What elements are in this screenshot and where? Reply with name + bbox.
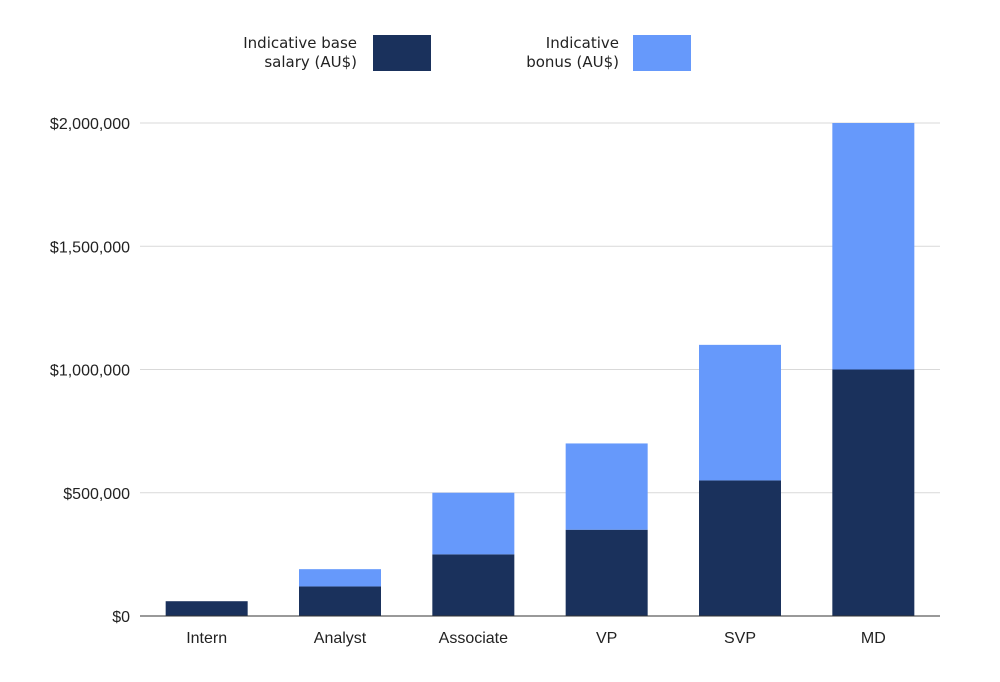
bar-segment-base-salary-associate <box>432 554 515 616</box>
bar-segment-bonus-md <box>832 123 915 370</box>
legend-label: salary (AU$) <box>264 53 357 71</box>
x-axis-labels: Intern Analyst Associate VP SVP MD <box>186 630 886 647</box>
bar-segment-base-salary-svp <box>699 480 781 616</box>
x-tick-label: Associate <box>439 630 508 647</box>
x-tick-label: Intern <box>186 630 227 647</box>
x-tick-label: MD <box>861 630 886 647</box>
y-tick-label: $1,000,000 <box>50 363 130 380</box>
bar-segment-bonus-associate <box>432 492 515 555</box>
bar-segment-base-salary-md <box>832 369 915 616</box>
legend-label: Indicative base <box>243 34 357 52</box>
y-tick-label: $500,000 <box>63 486 130 503</box>
bar-segment-bonus-svp <box>699 344 781 481</box>
bar-segment-base-salary-analyst <box>299 586 381 616</box>
bar-segment-base-salary-intern <box>165 601 248 616</box>
x-tick-label: Analyst <box>314 630 367 647</box>
legend-label: bonus (AU$) <box>526 53 619 71</box>
y-tick-label: $0 <box>112 609 130 626</box>
bars <box>165 123 915 616</box>
x-tick-label: VP <box>596 630 617 647</box>
bar-segment-bonus-vp <box>565 443 648 530</box>
x-tick-label: SVP <box>724 630 756 647</box>
y-tick-label: $1,500,000 <box>50 239 130 256</box>
bar-segment-base-salary-vp <box>565 529 648 616</box>
bar-segment-bonus-analyst <box>299 569 381 587</box>
legend-swatch <box>373 35 431 71</box>
y-axis-ticks: $0 $500,000 $1,000,000 $1,500,000 $2,000,000 <box>50 116 130 626</box>
legend-swatch <box>633 35 691 71</box>
legend-label: Indicative <box>546 34 619 52</box>
gridlines <box>140 122 940 494</box>
y-tick-label: $2,000,000 <box>50 116 130 133</box>
